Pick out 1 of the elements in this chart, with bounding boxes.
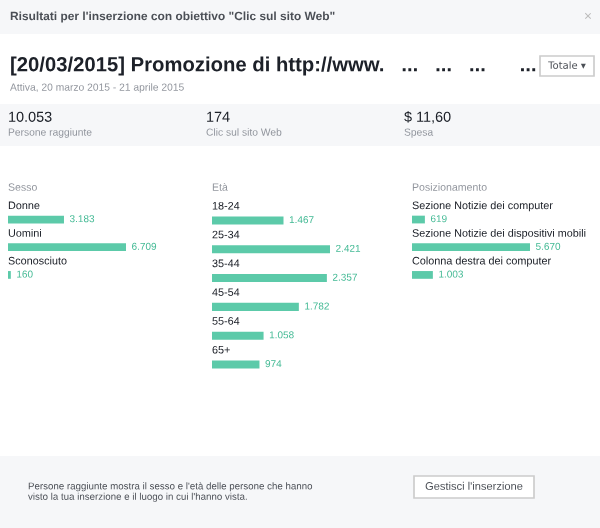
text: [20/03/2015] Promozione di http://www. ... ... ... ... — [11, 56, 536, 76]
